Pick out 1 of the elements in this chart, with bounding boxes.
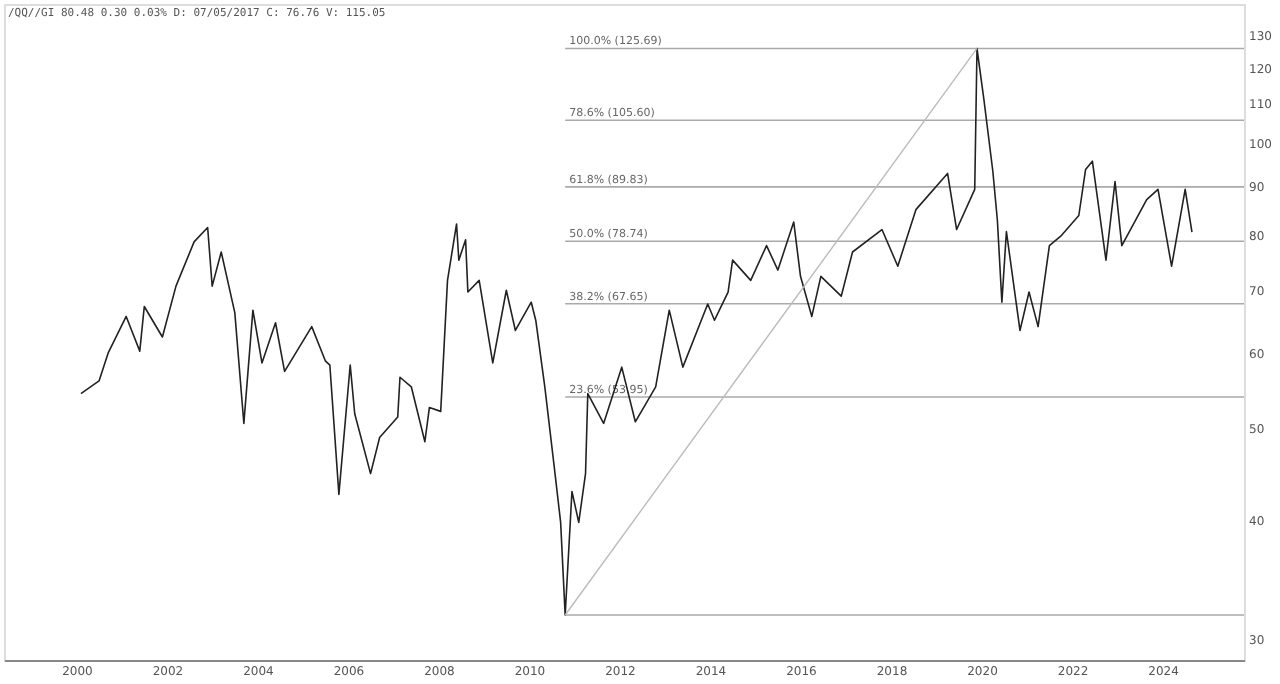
line-series: [80, 47, 1193, 616]
